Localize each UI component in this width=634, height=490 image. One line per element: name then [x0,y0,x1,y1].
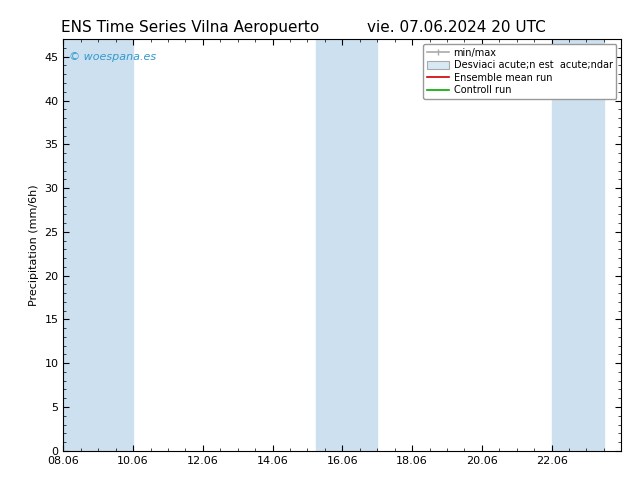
Text: vie. 07.06.2024 20 UTC: vie. 07.06.2024 20 UTC [367,20,546,35]
Bar [98,39,133,451]
Bar [552,39,604,451]
Text: ENS Time Series Vilna Aeropuerto: ENS Time Series Vilna Aeropuerto [61,20,320,35]
Bar [316,39,377,451]
Bar [63,39,98,451]
Legend: min/max, Desviaci acute;n est  acute;ndar, Ensemble mean run, Controll run: min/max, Desviaci acute;n est acute;ndar… [424,44,616,99]
Y-axis label: Precipitation (mm/6h): Precipitation (mm/6h) [29,184,39,306]
Text: © woespana.es: © woespana.es [69,51,156,62]
